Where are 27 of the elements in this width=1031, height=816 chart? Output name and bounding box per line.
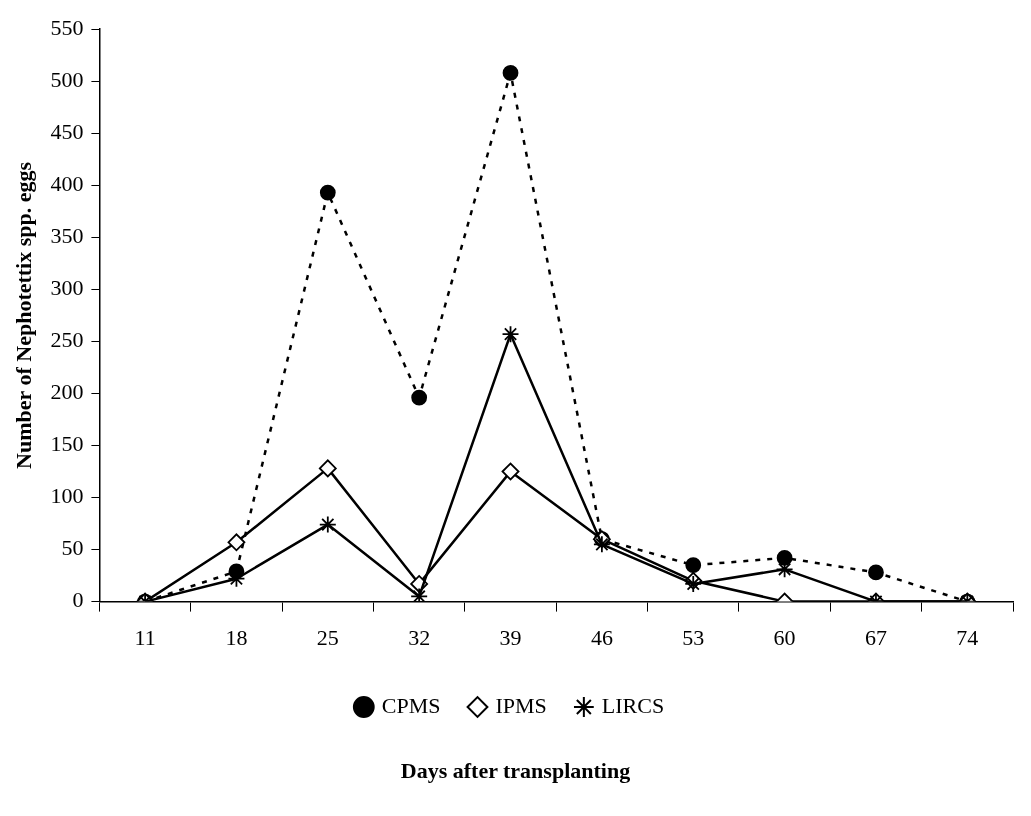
x-tick-label: 74 [956,624,979,650]
y-tick-label: 550 [50,14,84,40]
legend-label: CPMS [381,692,441,718]
x-tick-label: 39 [499,624,522,650]
x-axis-title: Days after transplanting [399,758,632,784]
y-tick-label: 0 [72,587,84,613]
y-tick-label: 450 [50,119,84,145]
x-tick-label: 32 [408,624,431,650]
legend-label: IPMS [495,692,547,718]
y-tick-label: 150 [50,431,84,457]
y-tick-label: 350 [50,223,84,249]
x-tick-label: 46 [590,624,613,650]
x-tick-label: 67 [864,624,887,650]
x-tick-label: 25 [316,624,339,650]
y-tick-label: 200 [50,379,84,405]
x-tick-label: 11 [134,624,156,650]
x-tick-label: 18 [225,624,248,650]
y-tick-label: 500 [50,67,84,93]
y-tick-label: 300 [50,275,84,301]
y-axis-title: Number of Nephotettix spp. eggs [10,161,36,469]
y-tick-label: 250 [50,327,84,353]
y-tick-label: 50 [61,535,84,561]
y-tick-label: 400 [50,171,84,197]
legend-label: LIRCS [601,692,665,718]
y-tick-label: 100 [50,483,84,509]
x-tick-label: 60 [773,624,796,650]
x-tick-label: 53 [682,624,705,650]
